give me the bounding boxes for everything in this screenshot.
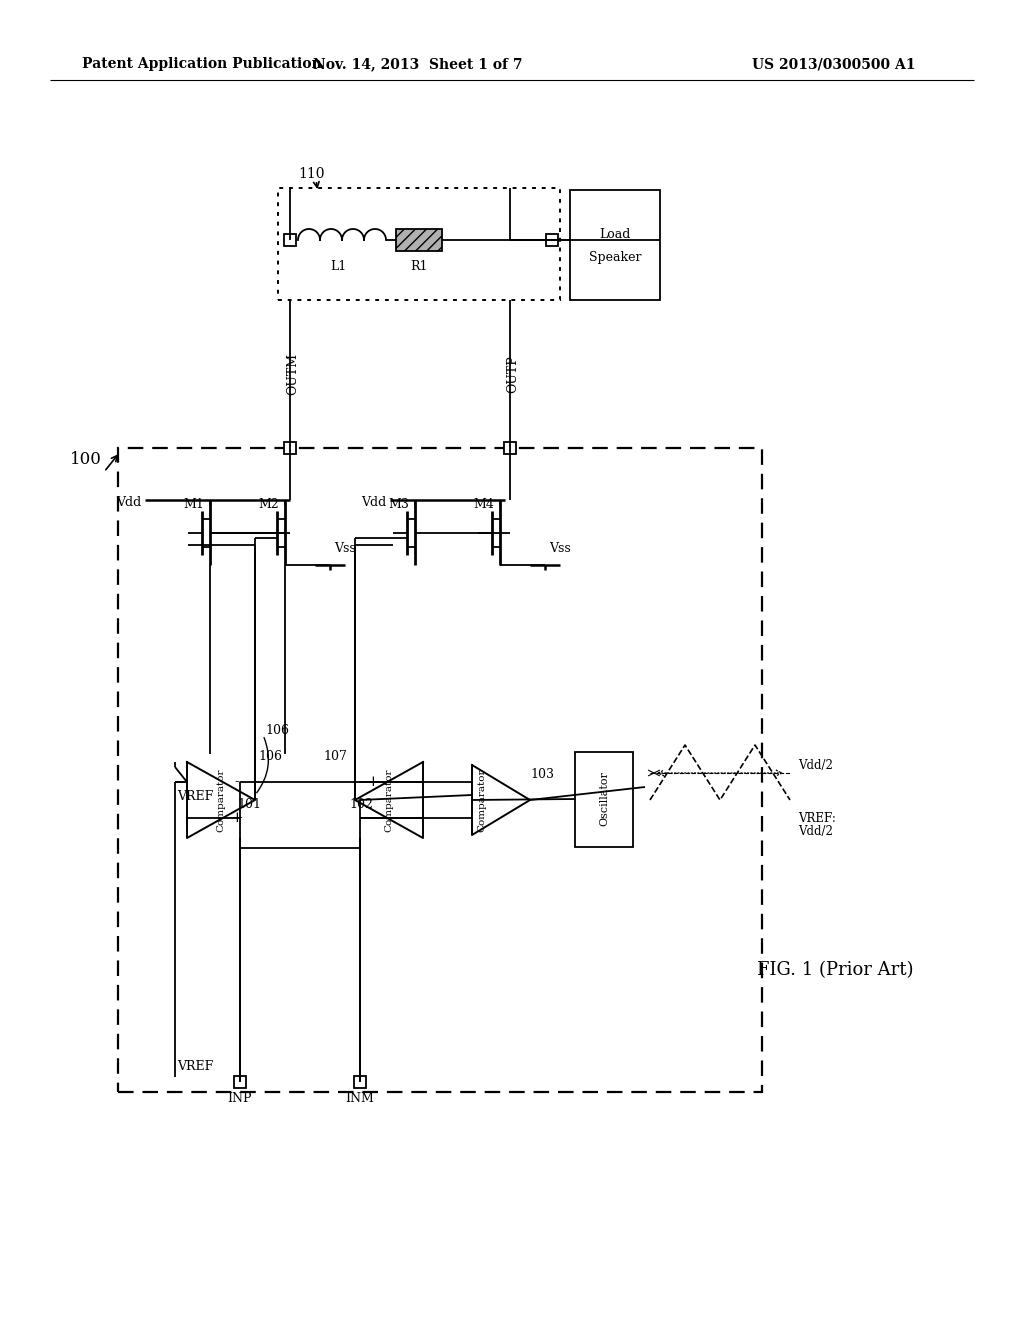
Text: OUTP: OUTP (507, 355, 519, 393)
Text: -: - (371, 810, 376, 825)
Text: +: + (367, 775, 379, 789)
Text: 102: 102 (349, 799, 373, 812)
Text: -: - (234, 775, 240, 789)
Text: VREF:: VREF: (798, 812, 836, 825)
Bar (575, 752, 633, 847)
Text: 106: 106 (265, 723, 289, 737)
Bar (284, 442, 296, 454)
Text: OUTM: OUTM (287, 352, 299, 395)
Text: L1: L1 (330, 260, 346, 272)
Bar (546, 234, 558, 246)
Bar (570, 190, 660, 300)
Text: Comparator: Comparator (384, 768, 393, 832)
Text: R1: R1 (411, 260, 428, 272)
Text: +: + (230, 810, 244, 825)
Text: M3: M3 (388, 498, 410, 511)
Text: M4: M4 (473, 498, 495, 511)
Text: FIG. 1 (Prior Art): FIG. 1 (Prior Art) (757, 961, 913, 979)
Text: VREF: VREF (177, 791, 213, 804)
Text: Vdd/2: Vdd/2 (798, 759, 833, 771)
Text: Vdd: Vdd (116, 496, 141, 510)
Text: Vdd/2: Vdd/2 (798, 825, 833, 838)
Bar (118, 447, 762, 1092)
Bar (354, 1076, 366, 1088)
Text: M1: M1 (183, 498, 205, 511)
Text: Oscillator: Oscillator (599, 772, 609, 826)
Text: 106: 106 (258, 750, 282, 763)
Text: INP: INP (227, 1092, 252, 1105)
Text: Comparator: Comparator (477, 768, 486, 832)
Bar (284, 234, 296, 246)
Bar (396, 228, 442, 251)
Text: US 2013/0300500 A1: US 2013/0300500 A1 (752, 57, 915, 71)
Text: 101: 101 (237, 799, 261, 812)
Text: VREF: VREF (177, 1060, 213, 1073)
Text: Vss: Vss (334, 543, 355, 556)
Text: Nov. 14, 2013  Sheet 1 of 7: Nov. 14, 2013 Sheet 1 of 7 (313, 57, 522, 71)
Text: Vss: Vss (549, 543, 570, 556)
Text: 110: 110 (299, 168, 326, 181)
Text: Vdd: Vdd (360, 496, 386, 510)
Text: Load: Load (599, 228, 631, 242)
Text: INM: INM (345, 1092, 375, 1105)
Text: Patent Application Publication: Patent Application Publication (82, 57, 322, 71)
Bar (504, 442, 516, 454)
Text: Comparator: Comparator (216, 768, 225, 832)
Text: 100: 100 (70, 451, 102, 469)
Text: Speaker: Speaker (589, 251, 641, 264)
Text: 107: 107 (324, 750, 347, 763)
Text: 103: 103 (530, 768, 554, 781)
Bar (234, 1076, 246, 1088)
Bar (278, 187, 560, 300)
Text: M2: M2 (259, 498, 280, 511)
